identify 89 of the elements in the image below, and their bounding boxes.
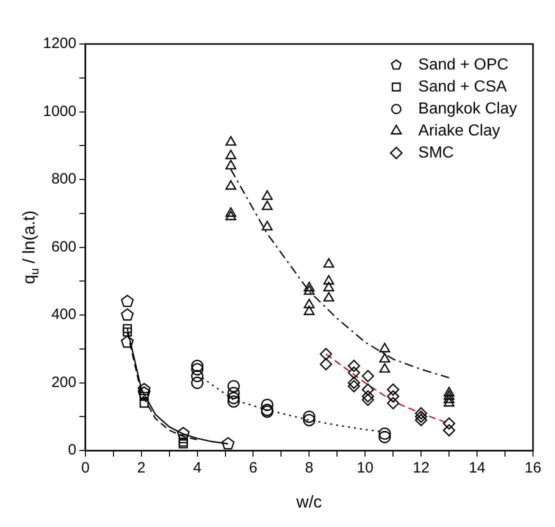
point	[261, 398, 274, 412]
point	[120, 335, 134, 348]
point	[323, 258, 334, 268]
point	[191, 376, 204, 389]
point	[348, 360, 360, 372]
point	[227, 380, 240, 392]
point	[414, 414, 428, 426]
point	[225, 210, 236, 220]
point	[262, 190, 273, 200]
point	[442, 424, 456, 436]
point	[414, 410, 428, 423]
y-tick-label: 600	[51, 238, 76, 256]
x-tick-label: 12	[412, 460, 430, 477]
point	[444, 397, 454, 407]
point	[227, 392, 240, 404]
legend-label: SMC	[418, 144, 454, 162]
x-axis-title: w/c	[295, 492, 322, 512]
point	[120, 294, 134, 308]
point	[191, 363, 204, 376]
point	[304, 306, 315, 316]
point	[176, 426, 190, 440]
point	[362, 383, 374, 396]
y-tick-label: 400	[51, 306, 76, 324]
point	[222, 437, 234, 450]
point	[414, 407, 428, 420]
point	[262, 200, 273, 210]
point	[303, 410, 316, 423]
point	[138, 382, 151, 396]
x-tick-label: 4	[193, 460, 202, 477]
point	[444, 390, 454, 400]
point	[225, 207, 236, 217]
y-tick-label: 200	[51, 374, 76, 391]
point	[386, 397, 400, 410]
point	[304, 298, 315, 308]
point	[320, 348, 332, 360]
point	[386, 383, 400, 396]
x-tick-label: 14	[468, 460, 486, 477]
point	[138, 386, 151, 399]
x-tick-label: 6	[249, 460, 258, 477]
point	[262, 220, 273, 230]
point	[362, 390, 374, 403]
legend-label: Bangkok Clay	[418, 100, 517, 118]
point	[386, 390, 400, 403]
point	[225, 180, 236, 190]
point	[227, 395, 240, 408]
point	[362, 394, 374, 406]
point	[379, 363, 390, 373]
point	[348, 366, 360, 379]
y-axis-title: qu / ln(a.t)	[20, 210, 42, 284]
point	[225, 160, 236, 170]
point	[225, 136, 236, 146]
y-tick-label: 1000	[42, 102, 76, 120]
x-tick-label: 10	[356, 460, 374, 477]
y-tick-label: 0	[68, 442, 76, 459]
point	[178, 434, 188, 444]
point	[304, 285, 315, 295]
point	[442, 417, 456, 430]
point	[225, 150, 236, 160]
y-tick-label: 1200	[42, 35, 76, 52]
point	[379, 342, 390, 352]
point	[140, 398, 149, 408]
point	[120, 308, 134, 321]
point	[379, 352, 390, 363]
x-tick-label: 2	[137, 460, 146, 477]
point	[122, 327, 132, 337]
point	[323, 292, 334, 302]
point	[191, 360, 204, 372]
legend-label: Sand + CSA	[418, 78, 508, 96]
point	[444, 394, 454, 404]
point	[304, 282, 315, 292]
point	[303, 414, 316, 426]
point	[323, 282, 334, 292]
point	[320, 358, 332, 370]
x-tick-label: 16	[524, 460, 542, 477]
point	[348, 380, 360, 392]
point	[191, 370, 204, 382]
legend-label: Ariake Clay	[418, 122, 500, 140]
point	[323, 275, 334, 285]
point	[378, 430, 391, 444]
point	[378, 428, 391, 440]
legend-label: Sand + OPC	[418, 56, 509, 74]
point	[348, 376, 360, 389]
point	[362, 370, 374, 382]
point	[122, 324, 132, 334]
point	[444, 386, 454, 396]
x-tick-label: 0	[81, 460, 90, 477]
x-tick-label: 8	[305, 460, 314, 477]
point	[227, 386, 240, 400]
y-tick-label: 800	[51, 170, 76, 188]
